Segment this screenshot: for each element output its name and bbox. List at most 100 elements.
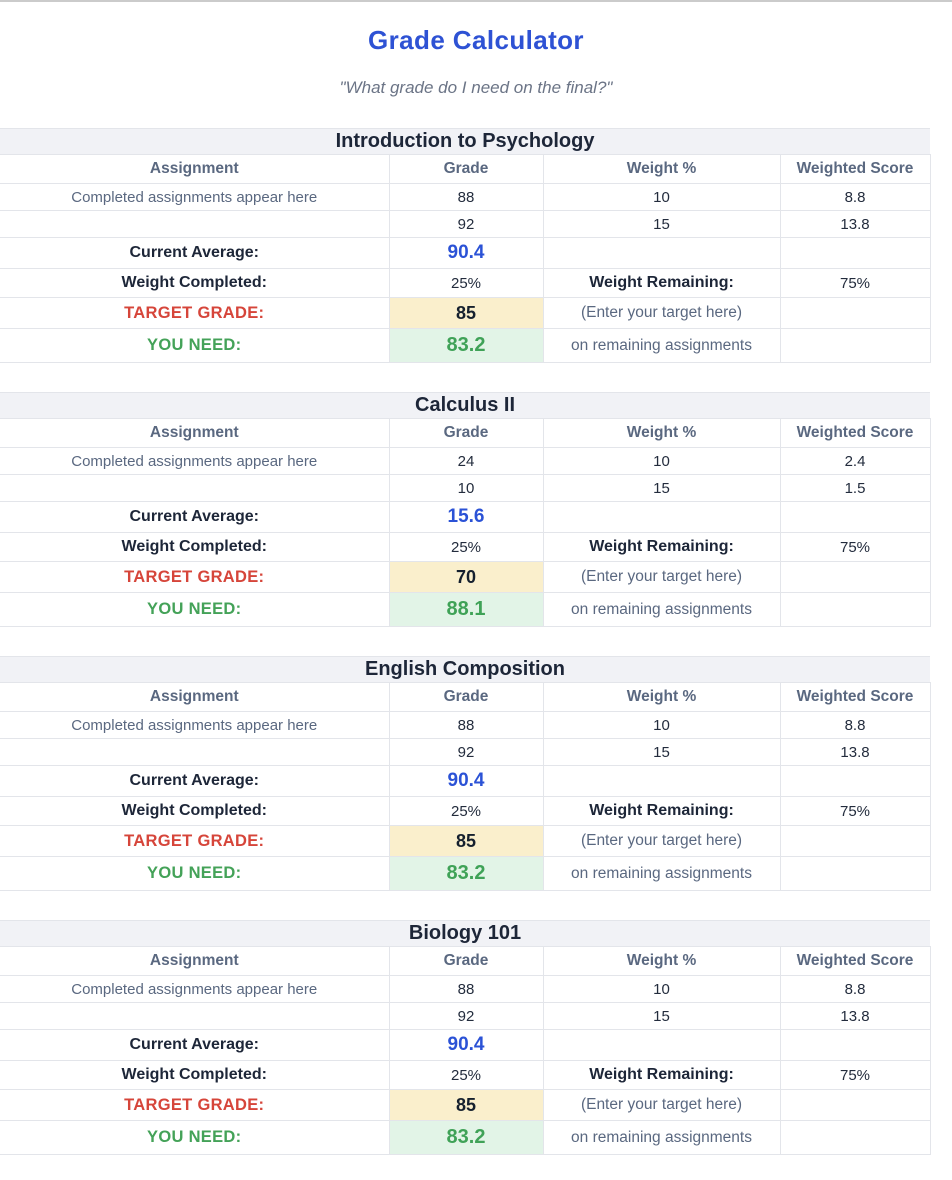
column-header-assignment: Assignment [0,154,390,184]
weight-remaining-value: 75% [779,796,931,826]
you-need-hint: on remaining assignments [542,1120,781,1155]
current-average-label: Current Average: [0,237,390,269]
you-need-label: YOU NEED: [0,592,390,627]
column-header-weighted-score: Weighted Score [779,154,931,184]
empty-cell [542,765,781,797]
empty-cell [542,237,781,269]
you-need-label: YOU NEED: [0,856,390,891]
empty-cell [779,328,931,363]
column-header-weight: Weight % [542,154,781,184]
weight-cell: 15 [542,210,781,238]
empty-cell [779,765,931,797]
empty-cell [779,297,931,329]
grade-cell: 92 [388,738,544,766]
empty-cell [779,1089,931,1121]
you-need-label: YOU NEED: [0,1120,390,1155]
empty-cell [779,1120,931,1155]
assignment-placeholder-cell: Completed assignments appear here [0,711,390,739]
column-header-weight: Weight % [542,682,781,712]
course-title: English Composition [0,656,930,683]
empty-cell [779,592,931,627]
weight-cell: 10 [542,447,781,475]
target-grade-label: TARGET GRADE: [0,825,390,857]
weight-completed-label: Weight Completed: [0,532,390,562]
you-need-value: 83.2 [388,328,544,363]
weight-cell: 10 [542,711,781,739]
weighted-score-cell: 1.5 [779,474,931,502]
page-subtitle: "What grade do I need on the final?" [339,78,613,97]
target-grade-hint: (Enter your target here) [542,561,781,593]
target-grade-input-cell[interactable]: 85 [388,297,544,329]
weighted-score-cell: 13.8 [779,210,931,238]
weight-completed-label: Weight Completed: [0,1060,390,1090]
you-need-value: 83.2 [388,856,544,891]
weighted-score-cell: 8.8 [779,711,931,739]
target-grade-label: TARGET GRADE: [0,561,390,593]
course-table-psychology: Introduction to Psychology Assignment Gr… [0,128,931,363]
column-header-grade: Grade [388,418,544,448]
target-grade-input-cell[interactable]: 85 [388,1089,544,1121]
you-need-value: 83.2 [388,1120,544,1155]
current-average-value: 90.4 [388,1029,544,1061]
you-need-hint: on remaining assignments [542,592,781,627]
weighted-score-cell: 8.8 [779,183,931,211]
current-average-value: 90.4 [388,765,544,797]
empty-cell [542,501,781,533]
assignment-placeholder-cell: Completed assignments appear here [0,183,390,211]
you-need-hint: on remaining assignments [542,856,781,891]
page-title: Grade Calculator [368,25,584,55]
column-header-grade: Grade [388,682,544,712]
column-header-weighted-score: Weighted Score [779,946,931,976]
grade-cell: 24 [388,447,544,475]
empty-cell [0,210,390,238]
weight-completed-value: 25% [388,532,544,562]
weight-cell: 15 [542,1002,781,1030]
weight-completed-label: Weight Completed: [0,268,390,298]
you-need-value: 88.1 [388,592,544,627]
target-grade-input-cell[interactable]: 85 [388,825,544,857]
grade-cell: 88 [388,975,544,1003]
current-average-label: Current Average: [0,1029,390,1061]
weight-remaining-label: Weight Remaining: [542,796,781,826]
target-grade-hint: (Enter your target here) [542,825,781,857]
page-header: Grade Calculator "What grade do I need o… [0,2,952,128]
grade-cell: 88 [388,711,544,739]
you-need-label: YOU NEED: [0,328,390,363]
target-grade-hint: (Enter your target here) [542,1089,781,1121]
course-table-biology: Biology 101 Assignment Grade Weight % We… [0,920,931,1155]
empty-cell [779,501,931,533]
target-grade-hint: (Enter your target here) [542,297,781,329]
weight-remaining-value: 75% [779,268,931,298]
weight-cell: 15 [542,474,781,502]
empty-cell [0,474,390,502]
weight-completed-value: 25% [388,268,544,298]
weight-cell: 10 [542,183,781,211]
current-average-label: Current Average: [0,765,390,797]
assignment-placeholder-cell: Completed assignments appear here [0,975,390,1003]
empty-cell [779,237,931,269]
column-header-weight: Weight % [542,418,781,448]
empty-cell [542,1029,781,1061]
column-header-assignment: Assignment [0,682,390,712]
weight-completed-label: Weight Completed: [0,796,390,826]
grade-cell: 88 [388,183,544,211]
page-top-border [0,0,952,2]
course-title: Introduction to Psychology [0,128,931,155]
course-title: Biology 101 [0,920,931,947]
weight-completed-value: 25% [388,1060,544,1090]
column-header-assignment: Assignment [0,418,390,448]
weight-remaining-label: Weight Remaining: [542,1060,781,1090]
grade-cell: 10 [388,474,544,502]
course-table-calculus: Calculus II Assignment Grade Weight % We… [0,392,931,627]
current-average-label: Current Average: [0,501,390,533]
weight-remaining-value: 75% [779,532,931,562]
target-grade-input-cell[interactable]: 70 [388,561,544,593]
course-table-english: English Composition Assignment Grade Wei… [0,656,931,891]
empty-cell [779,856,931,891]
assignment-placeholder-cell: Completed assignments appear here [0,447,390,475]
weight-completed-value: 25% [388,796,544,826]
weighted-score-cell: 8.8 [779,975,931,1003]
current-average-value: 15.6 [388,501,544,533]
course-title: Calculus II [0,392,931,419]
empty-cell [0,1002,390,1030]
